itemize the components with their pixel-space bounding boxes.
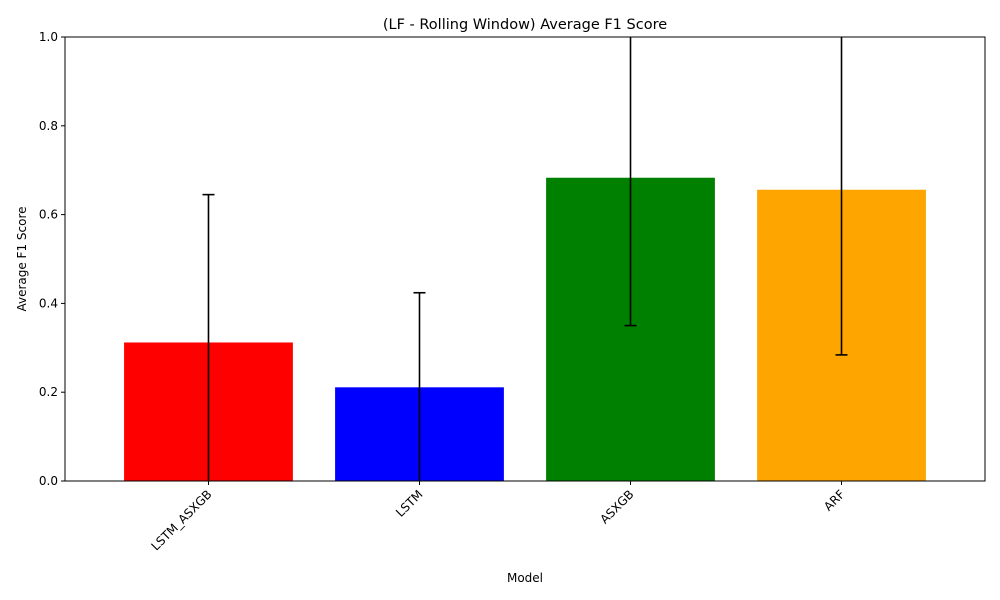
- error-bars-layer: [202, 37, 848, 481]
- y-ticks-layer: 0.0 0.2 0.4 0.6 0.8 1.0: [39, 30, 65, 488]
- x-ticks-layer: LSTM_ASXGB LSTM ASXGB ARF: [148, 481, 848, 553]
- x-tick-label: ASXGB: [597, 487, 636, 526]
- plot-frame: [64, 36, 986, 482]
- y-axis-label: Average F1 Score: [15, 206, 29, 311]
- y-tick-label: 0.0: [39, 474, 58, 488]
- y-tick-label: 0.2: [39, 385, 58, 399]
- y-tick-label: 1.0: [39, 30, 58, 44]
- x-tick-label: LSTM_ASXGB: [148, 487, 214, 553]
- x-tick-label: LSTM: [393, 487, 426, 520]
- y-tick-label: 0.4: [39, 296, 58, 310]
- x-tick-label: ARF: [821, 487, 848, 514]
- y-tick-label: 0.8: [39, 119, 58, 133]
- x-axis-label: Model: [507, 571, 543, 585]
- bars-layer: [124, 177, 926, 482]
- chart-title: (LF - Rolling Window) Average F1 Score: [383, 17, 667, 33]
- axes-layer: [64, 36, 986, 482]
- y-tick-label: 0.6: [39, 208, 58, 222]
